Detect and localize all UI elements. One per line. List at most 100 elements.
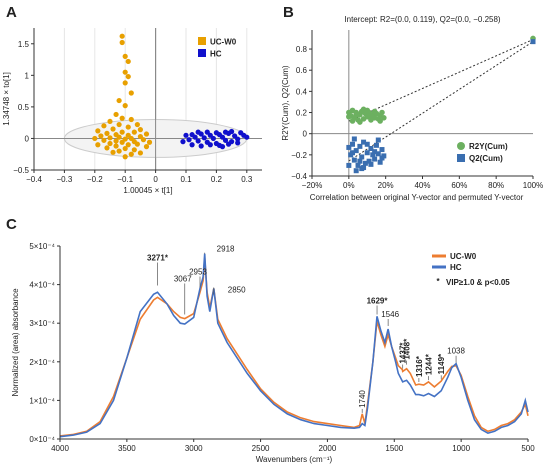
legend-label: HC <box>210 50 222 59</box>
scatter-point <box>351 136 357 142</box>
scatter-point <box>360 106 367 113</box>
note-text: VIP≥1.0 & p<0.05 <box>446 278 510 287</box>
scatter-point <box>350 150 356 156</box>
legend-label: HC <box>450 263 462 272</box>
scatter-point <box>379 109 385 116</box>
peak-label: 3271* <box>147 254 169 263</box>
chart-panel-a: −0.4 −0.3 −0.2 −0.1 0 0.1 0.2 0.3 −0.5 0 0.5 1 1.5 1.… <box>2 28 262 195</box>
scatter-point <box>346 162 352 168</box>
y-tick-label: −0.2 <box>291 151 307 160</box>
y-axis-title: R2Y(Cum), Q2(Cum) <box>281 65 290 140</box>
x-tick-label: −0.2 <box>87 175 103 184</box>
scatter-point <box>143 144 150 150</box>
scatter-point <box>119 115 125 121</box>
scatter-point <box>92 135 98 142</box>
scatter-point <box>104 145 110 151</box>
y-axis-title: Normalized (area) absorbance <box>11 288 20 397</box>
scatter-point <box>189 142 195 148</box>
scatter-point <box>372 149 378 155</box>
scatter-point <box>146 139 153 145</box>
scatter-point <box>110 126 116 132</box>
scatter-point <box>225 141 232 147</box>
scatter-point <box>204 129 210 135</box>
x-tick-label: 60% <box>451 181 467 190</box>
scatter-point <box>222 129 229 135</box>
scatter-point <box>131 147 137 153</box>
scatter-point <box>122 80 128 86</box>
x-tick-label: 80% <box>488 181 504 190</box>
legend-label: UC-W0 <box>450 252 477 261</box>
scatter-point <box>122 53 128 60</box>
legend-swatch <box>457 142 465 150</box>
scatter-point <box>125 73 131 80</box>
y-tick-label: −0.4 <box>291 172 307 181</box>
x-tick-label: 3000 <box>185 444 203 453</box>
scatter-point <box>371 108 378 115</box>
scatter-point <box>131 129 137 135</box>
y-tick-label: 0 <box>303 130 308 139</box>
peak-label: 1316* <box>415 355 424 377</box>
scatter-point <box>377 159 383 165</box>
scatter-point <box>195 129 201 135</box>
legend-label: UC-W0 <box>210 38 237 47</box>
scatter-point <box>379 155 385 161</box>
scatter-point <box>113 143 119 149</box>
legend-swatch <box>198 49 206 57</box>
peak-label: 2953 <box>189 267 207 276</box>
y-tick-label: 2×10⁻⁴ <box>29 358 55 367</box>
peak-label: 1740 <box>358 390 367 408</box>
scatter-point <box>113 138 119 144</box>
scatter-point <box>368 112 374 119</box>
x-tick-label: 100% <box>523 181 543 190</box>
scatter-point <box>119 129 125 135</box>
x-tick-label: 1500 <box>385 444 403 453</box>
scatter-point <box>377 118 383 124</box>
scatter-point <box>113 111 119 118</box>
peak-label: 1546 <box>381 310 399 319</box>
scatter-point <box>116 148 122 154</box>
scatter-point <box>107 118 113 125</box>
peak-label: 1038 <box>447 347 465 356</box>
scatter-point <box>349 118 356 124</box>
y-tick-label: 0.6 <box>296 66 308 75</box>
scatter-point <box>125 58 131 65</box>
scatter-point <box>122 145 128 152</box>
scatter-point <box>119 39 125 46</box>
x-tick-label: 0% <box>343 181 355 190</box>
scatter-point <box>372 156 378 162</box>
y-tick-label: 0.4 <box>296 87 308 96</box>
x-tick-label: −0.4 <box>26 175 42 184</box>
scatter-point <box>119 139 125 145</box>
scatter-point <box>229 128 235 135</box>
peak-label: 1629* <box>367 296 389 305</box>
peak-label: 1244* <box>425 353 434 375</box>
scatter-point <box>195 138 201 144</box>
chart-panel-c: 4000 3500 3000 2500 2000 1500 1000 500 0×10⁻⁴ 1×1… <box>11 242 535 464</box>
y-axis-title: 1.34748 × to[1] <box>2 72 11 126</box>
scatter-point <box>95 142 101 148</box>
legend-label: Q2(Cum) <box>469 154 503 163</box>
scatter-point <box>140 137 147 143</box>
scatter-point <box>346 144 352 150</box>
scatter-point <box>353 148 359 154</box>
scatter-point <box>183 132 189 138</box>
x-tick-label: 40% <box>414 181 430 190</box>
peak-label: 1437* <box>399 342 408 364</box>
scatter-point <box>235 140 241 146</box>
scatter-point <box>128 116 134 123</box>
scatter-point <box>364 150 370 156</box>
scatter-point <box>98 133 104 139</box>
x-tick-label: −0.3 <box>57 175 73 184</box>
panel-label-a: A <box>6 4 17 21</box>
scatter-point <box>116 134 122 140</box>
scatter-point <box>368 161 374 167</box>
y-tick-label: 0.5 <box>18 103 30 112</box>
x-tick-label: 2500 <box>252 444 270 453</box>
x-tick-label: 0.3 <box>241 175 253 184</box>
x-axis-title: Wavenumbers (cm⁻¹) <box>256 455 333 464</box>
y-tick-label: 1×10⁻⁴ <box>29 396 55 405</box>
x-tick-label: −0.1 <box>117 175 133 184</box>
scatter-point <box>353 111 360 118</box>
scatter-point <box>375 151 381 157</box>
scatter-point <box>244 134 250 140</box>
